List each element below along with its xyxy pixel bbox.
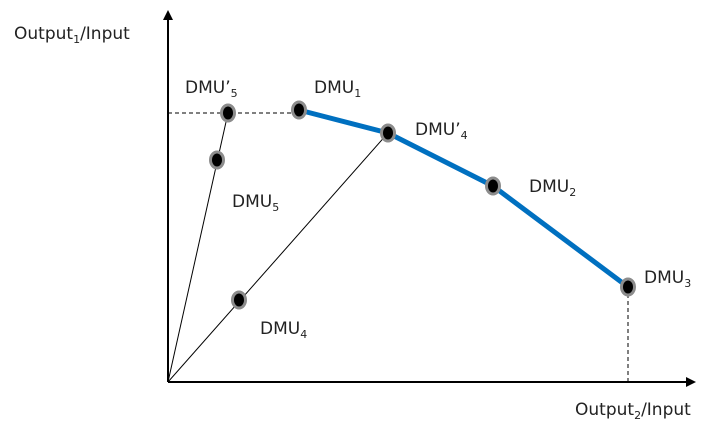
point-dmu5-prime <box>220 103 236 123</box>
label-dmu1: DMU1 <box>314 78 362 100</box>
point-dmu4-prime <box>380 123 396 143</box>
efficiency-frontier <box>296 107 631 290</box>
x-axis-label: Output2/Input <box>575 400 691 422</box>
point-dmu1 <box>291 100 307 120</box>
point-dmu5 <box>209 150 225 170</box>
label-dmu3: DMU3 <box>644 268 692 290</box>
label-dmu4: DMU4 <box>260 319 308 341</box>
y-axis-label: Output1/Input <box>14 24 130 46</box>
point-dmu3 <box>620 277 636 297</box>
label-dmu5: DMU5 <box>232 192 280 214</box>
point-dmu2 <box>485 176 501 196</box>
label-dmu2: DMU2 <box>529 177 577 199</box>
point-dmu4 <box>231 290 247 310</box>
ray-to-dmu4-prime <box>167 132 389 383</box>
label-dmu4-prime: DMU’4 <box>415 120 468 142</box>
label-dmu5-prime: DMU’5 <box>185 78 238 100</box>
